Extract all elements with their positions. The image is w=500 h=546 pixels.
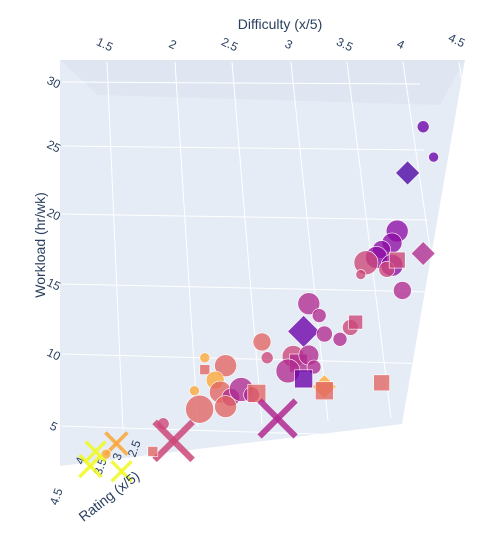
data-point-circle [297, 292, 321, 315]
data-point-x-stroke [257, 398, 298, 439]
data-point-diamond [410, 241, 436, 266]
y-grid-line [61, 213, 429, 221]
data-point-x [78, 453, 103, 479]
y-grid-line [61, 145, 425, 151]
data-point-circle [252, 332, 272, 352]
back-wall-pane [60, 60, 465, 466]
data-point-x-stroke [84, 440, 107, 463]
data-point-square [348, 314, 363, 330]
data-point-square [315, 381, 334, 401]
data-point-square [147, 446, 159, 457]
x-grid-line [231, 61, 263, 425]
y-tick-label: 10 [45, 345, 63, 363]
data-point-x [257, 398, 298, 439]
x-grid-line [346, 61, 392, 419]
data-point-x-stroke [110, 460, 133, 483]
z-tick-label: 4 [73, 455, 89, 466]
y-tick-label: 5 [48, 419, 60, 435]
data-point-circle [214, 395, 237, 418]
x-tick-label: 1.5 [94, 35, 115, 55]
data-point-square [247, 384, 267, 403]
x-tick-label: 4.5 [446, 31, 467, 51]
y-tick-label: 15 [45, 275, 63, 293]
x-tick-label: 3.5 [334, 35, 355, 55]
data-point-circle [100, 448, 112, 460]
data-point-circle [311, 308, 327, 323]
y-axis-title: Workload (hr/wk) [32, 192, 48, 298]
y-grid-line [61, 425, 441, 439]
x-tick-label: 3 [283, 37, 295, 53]
back-wall-shade [60, 60, 465, 105]
data-point-circle [355, 269, 367, 280]
y-grid-line [61, 81, 421, 85]
data-point-circle [199, 352, 211, 364]
data-point-circle [185, 394, 214, 424]
y-grid-line [61, 283, 433, 293]
data-point-x-stroke [152, 419, 195, 463]
y-tick-label: 20 [45, 205, 63, 223]
data-point-square [388, 251, 406, 269]
x-grid-line [402, 61, 455, 416]
data-point-x [110, 460, 133, 483]
data-point-diamond [395, 160, 421, 186]
data-point-circle [260, 351, 274, 365]
data-point-square [199, 364, 211, 375]
x-grid-line [174, 61, 199, 428]
data-point-circle [416, 120, 430, 134]
data-point-circle [393, 281, 412, 300]
y-tick-label: 25 [45, 137, 63, 155]
data-point-circle [428, 151, 439, 163]
x-axis-title: Difficulty (x/5) [238, 16, 323, 32]
data-point-x [84, 440, 107, 463]
data-point-circle [189, 385, 200, 397]
y-tick-label: 30 [45, 73, 63, 91]
data-points [78, 120, 439, 483]
data-point-circle [332, 331, 348, 347]
x-tick-label: 2 [167, 37, 179, 53]
x-grid-line [106, 61, 124, 431]
z-tick-label: 3 [110, 451, 126, 462]
grid-lines [61, 61, 500, 439]
data-point-circle [214, 354, 237, 377]
data-point-x-stroke [78, 453, 103, 479]
z-tick-label: 2.5 [125, 438, 144, 459]
x-tick-label: 2.5 [219, 35, 240, 55]
data-point-square [373, 374, 390, 392]
x-grid-line [458, 61, 500, 313]
z-axis-title: Rating (x/5) [75, 467, 142, 524]
y-grid-line [61, 353, 437, 365]
data-point-square [294, 369, 313, 389]
x-tick-label: 4 [395, 37, 407, 53]
z-tick-label: 4.5 [47, 486, 66, 507]
data-point-circle [316, 325, 333, 343]
data-point-x [152, 419, 195, 463]
